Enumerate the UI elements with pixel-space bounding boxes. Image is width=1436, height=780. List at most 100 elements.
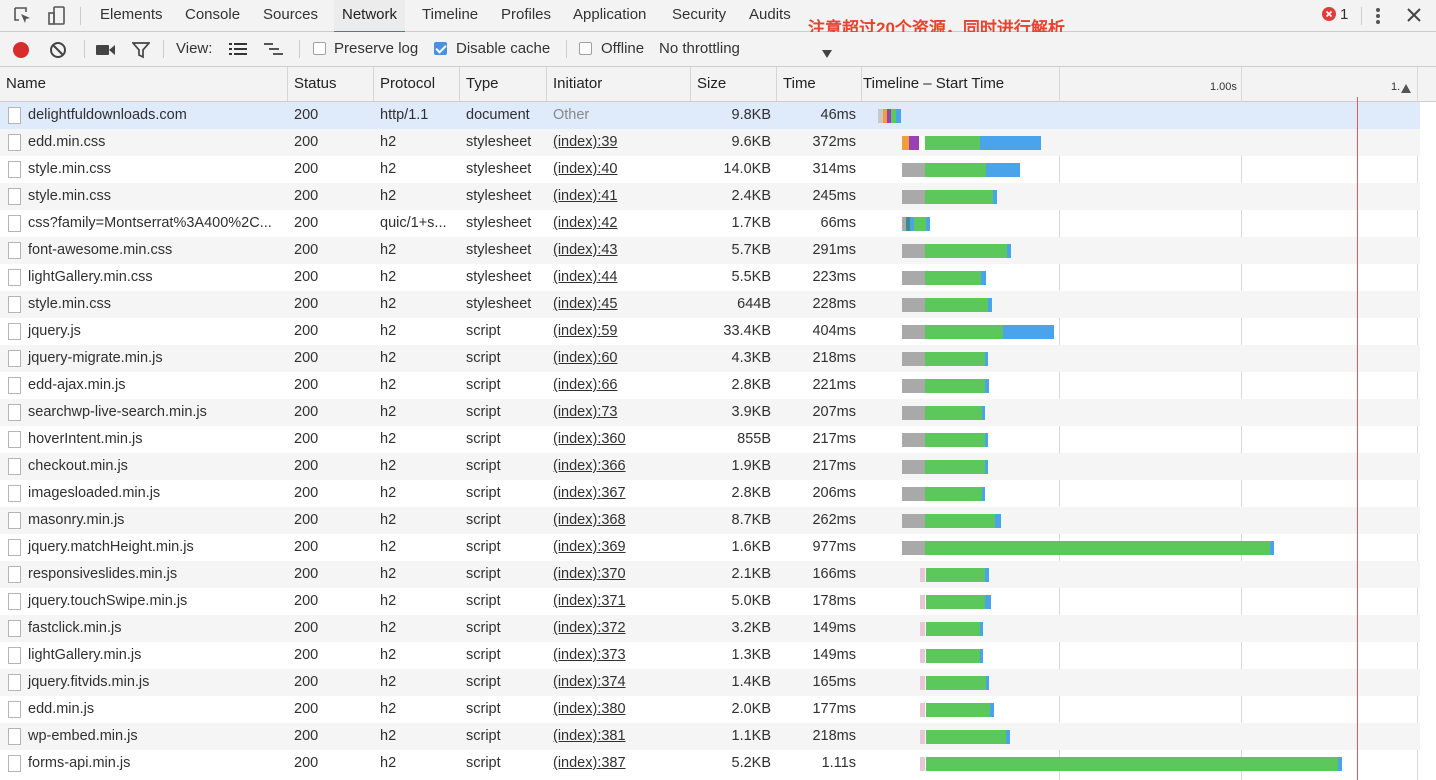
table-row[interactable]: edd.min.js 200 h2 script (index):380 2.0KB 177… <box>0 696 1420 723</box>
tab-network[interactable]: Network <box>334 0 406 33</box>
table-row[interactable]: hoverIntent.min.js 200 h2 script (index):360… <box>0 426 1420 453</box>
disable-cache-checkbox[interactable] <box>434 42 447 55</box>
initiator-link[interactable]: (index):43 <box>553 242 618 258</box>
initiator-link[interactable]: (index):381 <box>553 728 626 744</box>
row-initiator[interactable]: (index):380 <box>547 696 691 723</box>
table-row[interactable]: responsiveslides.min.js 200 h2 script (index… <box>0 561 1420 588</box>
table-row[interactable]: checkout.min.js 200 h2 script (index):366 1.9… <box>0 453 1420 480</box>
row-initiator[interactable]: (index):73 <box>547 399 691 426</box>
row-initiator[interactable]: (index):41 <box>547 183 691 210</box>
more-menu-icon[interactable] <box>1372 5 1384 27</box>
table-row[interactable]: jquery-migrate.min.js 200 h2 script (index):… <box>0 345 1420 372</box>
initiator-link[interactable]: (index):374 <box>553 674 626 690</box>
row-initiator[interactable]: (index):381 <box>547 723 691 750</box>
tab-elements[interactable]: Elements <box>100 6 163 23</box>
column-header-timeline[interactable]: Timeline – Start Time <box>862 67 1420 101</box>
initiator-link[interactable]: (index):380 <box>553 701 626 717</box>
initiator-link[interactable]: (index):371 <box>553 593 626 609</box>
table-row[interactable]: searchwp-live-search.min.js 200 h2 script (i… <box>0 399 1420 426</box>
initiator-link[interactable]: (index):360 <box>553 431 626 447</box>
tab-sources[interactable]: Sources <box>263 6 319 23</box>
clear-icon[interactable] <box>49 41 67 62</box>
row-initiator[interactable]: (index):360 <box>547 426 691 453</box>
initiator-link[interactable]: (index):39 <box>553 134 618 150</box>
initiator-link[interactable]: (index):66 <box>553 377 618 393</box>
tab-console[interactable]: Console <box>185 6 241 23</box>
table-row[interactable]: jquery.fitvids.min.js 200 h2 script (index):… <box>0 669 1420 696</box>
error-count[interactable]: 1 <box>1340 6 1349 23</box>
row-initiator[interactable]: (index):59 <box>547 318 691 345</box>
table-row[interactable]: css?family=Montserrat%3A400%2C... 200 quic… <box>0 210 1420 237</box>
initiator-link[interactable]: (index):366 <box>553 458 626 474</box>
row-initiator[interactable]: (index):371 <box>547 588 691 615</box>
initiator-link[interactable]: (index):59 <box>553 323 618 339</box>
table-row[interactable]: jquery.js 200 h2 script (index):59 33.4KB 404m… <box>0 318 1420 345</box>
initiator-link[interactable]: (index):370 <box>553 566 626 582</box>
waterfall-view-icon[interactable] <box>264 42 284 59</box>
screenshot-capture-icon[interactable] <box>96 43 116 60</box>
column-header-name[interactable]: Name <box>0 67 288 101</box>
table-row[interactable]: edd.min.css 200 h2 stylesheet (index):39 9.6K… <box>0 129 1420 156</box>
row-initiator[interactable]: (index):43 <box>547 237 691 264</box>
sort-up-icon[interactable] <box>1401 80 1411 96</box>
column-header-time[interactable]: Time <box>777 67 862 101</box>
column-header-status[interactable]: Status <box>288 67 374 101</box>
row-initiator[interactable]: (index):374 <box>547 669 691 696</box>
row-initiator[interactable]: (index):369 <box>547 534 691 561</box>
table-row[interactable]: delightfuldownloads.com 200 http/1.1 docume… <box>0 102 1420 129</box>
error-icon[interactable] <box>1322 7 1336 21</box>
column-header-protocol[interactable]: Protocol <box>374 67 460 101</box>
initiator-link[interactable]: (index):367 <box>553 485 626 501</box>
table-row[interactable]: jquery.matchHeight.min.js 200 h2 script (ind… <box>0 534 1420 561</box>
table-row[interactable]: lightGallery.min.css 200 h2 stylesheet (inde… <box>0 264 1420 291</box>
row-initiator[interactable]: (index):42 <box>547 210 691 237</box>
row-initiator[interactable]: (index):60 <box>547 345 691 372</box>
column-header-type[interactable]: Type <box>460 67 547 101</box>
table-row[interactable]: style.min.css 200 h2 stylesheet (index):41 2.… <box>0 183 1420 210</box>
initiator-link[interactable]: (index):44 <box>553 269 618 285</box>
table-row[interactable]: imagesloaded.min.js 200 h2 script (index):36… <box>0 480 1420 507</box>
filter-icon[interactable] <box>131 41 151 62</box>
preserve-log-label[interactable]: Preserve log <box>334 40 419 57</box>
initiator-link[interactable]: (index):60 <box>553 350 618 366</box>
row-initiator[interactable]: (index):373 <box>547 642 691 669</box>
row-initiator[interactable]: (index):387 <box>547 750 691 777</box>
initiator-link[interactable]: (index):40 <box>553 161 618 177</box>
table-row[interactable]: wp-embed.min.js 200 h2 script (index):381 1.1… <box>0 723 1420 750</box>
initiator-link[interactable]: (index):372 <box>553 620 626 636</box>
large-rows-icon[interactable] <box>229 42 247 59</box>
tab-audits[interactable]: Audits <box>749 6 791 23</box>
disable-cache-label[interactable]: Disable cache <box>456 40 551 57</box>
row-initiator[interactable]: (index):45 <box>547 291 691 318</box>
table-row[interactable]: fastclick.min.js 200 h2 script (index):372 3.… <box>0 615 1420 642</box>
close-icon[interactable] <box>1405 6 1423 24</box>
column-header-initiator[interactable]: Initiator <box>547 67 691 101</box>
column-header-size[interactable]: Size <box>691 67 777 101</box>
tab-timeline[interactable]: Timeline <box>422 6 479 23</box>
row-initiator[interactable]: (index):44 <box>547 264 691 291</box>
tab-application[interactable]: Application <box>573 6 647 23</box>
inspect-element-icon[interactable] <box>12 5 34 27</box>
row-initiator[interactable]: (index):66 <box>547 372 691 399</box>
initiator-link[interactable]: (index):373 <box>553 647 626 663</box>
initiator-link[interactable]: (index):368 <box>553 512 626 528</box>
table-row[interactable]: lightGallery.min.js 200 h2 script (index):37… <box>0 642 1420 669</box>
table-row[interactable]: style.min.css 200 h2 stylesheet (index):45 64… <box>0 291 1420 318</box>
preserve-log-checkbox[interactable] <box>313 42 326 55</box>
initiator-link[interactable]: (index):369 <box>553 539 626 555</box>
table-row[interactable]: forms-api.min.js 200 h2 script (index):387 5.… <box>0 750 1420 777</box>
offline-checkbox[interactable] <box>579 42 592 55</box>
table-row[interactable]: masonry.min.js 200 h2 script (index):368 8.7K… <box>0 507 1420 534</box>
initiator-link[interactable]: (index):45 <box>553 296 618 312</box>
initiator-link[interactable]: (index):387 <box>553 755 626 771</box>
offline-label[interactable]: Offline <box>601 40 645 57</box>
row-initiator[interactable]: (index):367 <box>547 480 691 507</box>
row-initiator[interactable]: (index):372 <box>547 615 691 642</box>
tab-profiles[interactable]: Profiles <box>501 6 552 23</box>
chevron-down-icon[interactable] <box>822 45 832 61</box>
initiator-link[interactable]: (index):73 <box>553 404 618 420</box>
table-row[interactable]: font-awesome.min.css 200 h2 stylesheet (inde… <box>0 237 1420 264</box>
table-row[interactable]: edd-ajax.min.js 200 h2 script (index):66 2.8K… <box>0 372 1420 399</box>
record-button[interactable] <box>13 42 29 58</box>
initiator-link[interactable]: (index):41 <box>553 188 618 204</box>
